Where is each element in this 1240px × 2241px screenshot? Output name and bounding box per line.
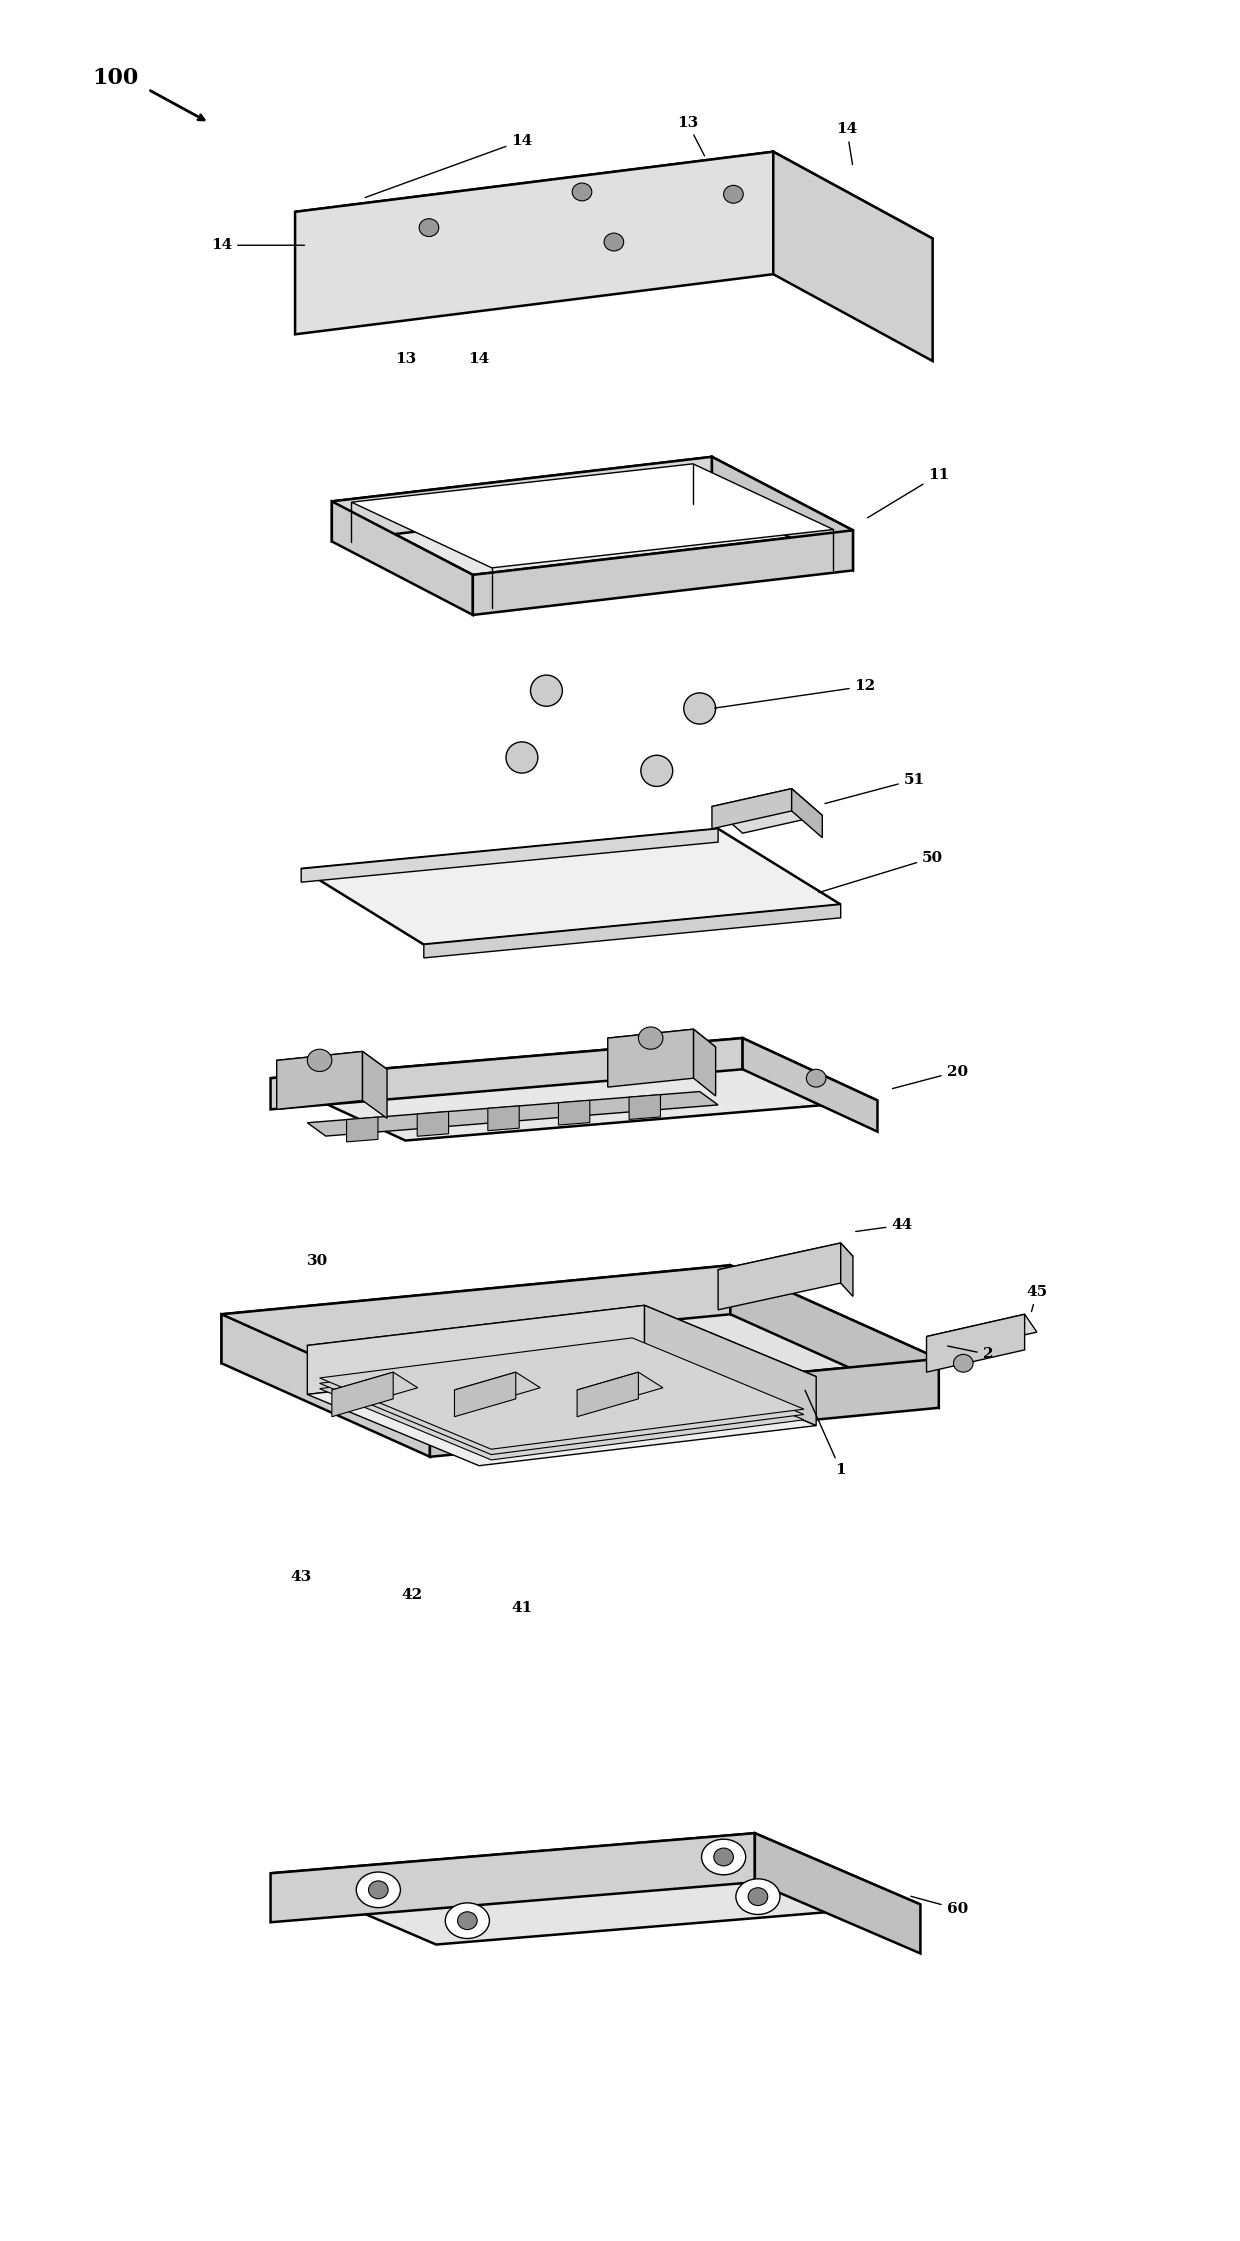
Polygon shape [270, 1833, 755, 1923]
Ellipse shape [308, 1049, 332, 1071]
Polygon shape [351, 464, 833, 567]
Polygon shape [730, 1266, 939, 1407]
Ellipse shape [531, 675, 563, 706]
Text: 51: 51 [825, 773, 925, 805]
Polygon shape [743, 1038, 878, 1132]
Polygon shape [332, 1371, 418, 1405]
Polygon shape [791, 789, 822, 838]
Text: 60: 60 [911, 1896, 967, 1916]
Text: 42: 42 [401, 1589, 422, 1602]
Text: 14: 14 [211, 238, 305, 253]
Ellipse shape [641, 755, 673, 787]
Text: 45: 45 [1027, 1284, 1048, 1311]
Polygon shape [332, 1371, 393, 1416]
Polygon shape [270, 1038, 878, 1141]
Text: 14: 14 [836, 123, 857, 164]
Ellipse shape [724, 186, 743, 204]
Polygon shape [332, 502, 472, 614]
Text: 50: 50 [818, 852, 944, 892]
Polygon shape [308, 1304, 816, 1416]
Polygon shape [222, 1266, 730, 1363]
Ellipse shape [368, 1880, 388, 1898]
Polygon shape [308, 1304, 645, 1394]
Polygon shape [308, 1354, 816, 1466]
Polygon shape [926, 1313, 1024, 1371]
Text: 30: 30 [308, 1253, 329, 1268]
Polygon shape [295, 152, 774, 334]
Text: 41: 41 [511, 1602, 532, 1616]
Ellipse shape [639, 1026, 663, 1049]
Text: 43: 43 [290, 1571, 311, 1584]
Ellipse shape [954, 1354, 973, 1371]
Text: 12: 12 [714, 679, 875, 708]
Text: 14: 14 [469, 352, 490, 365]
Polygon shape [295, 152, 932, 300]
Polygon shape [774, 152, 932, 361]
Polygon shape [301, 829, 841, 943]
Polygon shape [270, 1038, 743, 1109]
Polygon shape [424, 905, 841, 957]
Polygon shape [718, 1244, 853, 1284]
Ellipse shape [419, 220, 439, 238]
Polygon shape [430, 1358, 939, 1457]
Ellipse shape [604, 233, 624, 251]
Polygon shape [487, 1105, 520, 1132]
Polygon shape [332, 457, 712, 542]
Polygon shape [308, 1091, 718, 1136]
Polygon shape [320, 1349, 804, 1459]
Polygon shape [320, 1342, 804, 1454]
Text: 2: 2 [947, 1347, 993, 1360]
Ellipse shape [702, 1840, 745, 1876]
Polygon shape [718, 1244, 841, 1309]
Polygon shape [926, 1313, 1037, 1354]
Polygon shape [417, 1112, 449, 1136]
Polygon shape [277, 1051, 387, 1078]
Text: 11: 11 [868, 468, 950, 518]
Ellipse shape [356, 1871, 401, 1907]
Ellipse shape [572, 184, 591, 202]
Polygon shape [693, 1029, 715, 1096]
Ellipse shape [683, 692, 715, 724]
Polygon shape [712, 457, 853, 571]
Ellipse shape [506, 742, 538, 773]
Polygon shape [629, 1094, 661, 1120]
Polygon shape [577, 1371, 639, 1416]
Text: 14: 14 [365, 134, 532, 197]
Polygon shape [332, 457, 853, 576]
Polygon shape [222, 1313, 430, 1457]
Polygon shape [222, 1266, 939, 1407]
Polygon shape [270, 1833, 920, 1945]
Ellipse shape [748, 1887, 768, 1905]
Ellipse shape [806, 1069, 826, 1087]
Polygon shape [277, 1051, 362, 1109]
Text: 13: 13 [677, 117, 704, 157]
Polygon shape [455, 1371, 541, 1405]
Polygon shape [645, 1304, 816, 1425]
Polygon shape [320, 1338, 804, 1450]
Text: 13: 13 [394, 352, 417, 365]
Polygon shape [712, 789, 822, 834]
Polygon shape [346, 1116, 378, 1143]
Ellipse shape [735, 1878, 780, 1914]
Text: 20: 20 [893, 1064, 967, 1089]
Text: 1: 1 [805, 1389, 846, 1477]
Ellipse shape [445, 1903, 490, 1938]
Text: 44: 44 [856, 1219, 913, 1233]
Polygon shape [301, 829, 718, 883]
Polygon shape [362, 1051, 387, 1118]
Polygon shape [608, 1029, 715, 1056]
Polygon shape [558, 1100, 590, 1125]
Polygon shape [841, 1244, 853, 1298]
Ellipse shape [458, 1912, 477, 1930]
Ellipse shape [714, 1849, 733, 1867]
Polygon shape [608, 1029, 693, 1087]
Polygon shape [577, 1371, 663, 1405]
Polygon shape [472, 531, 853, 614]
Polygon shape [712, 789, 791, 829]
Polygon shape [455, 1371, 516, 1416]
Polygon shape [755, 1833, 920, 1954]
Text: 100: 100 [93, 67, 139, 90]
